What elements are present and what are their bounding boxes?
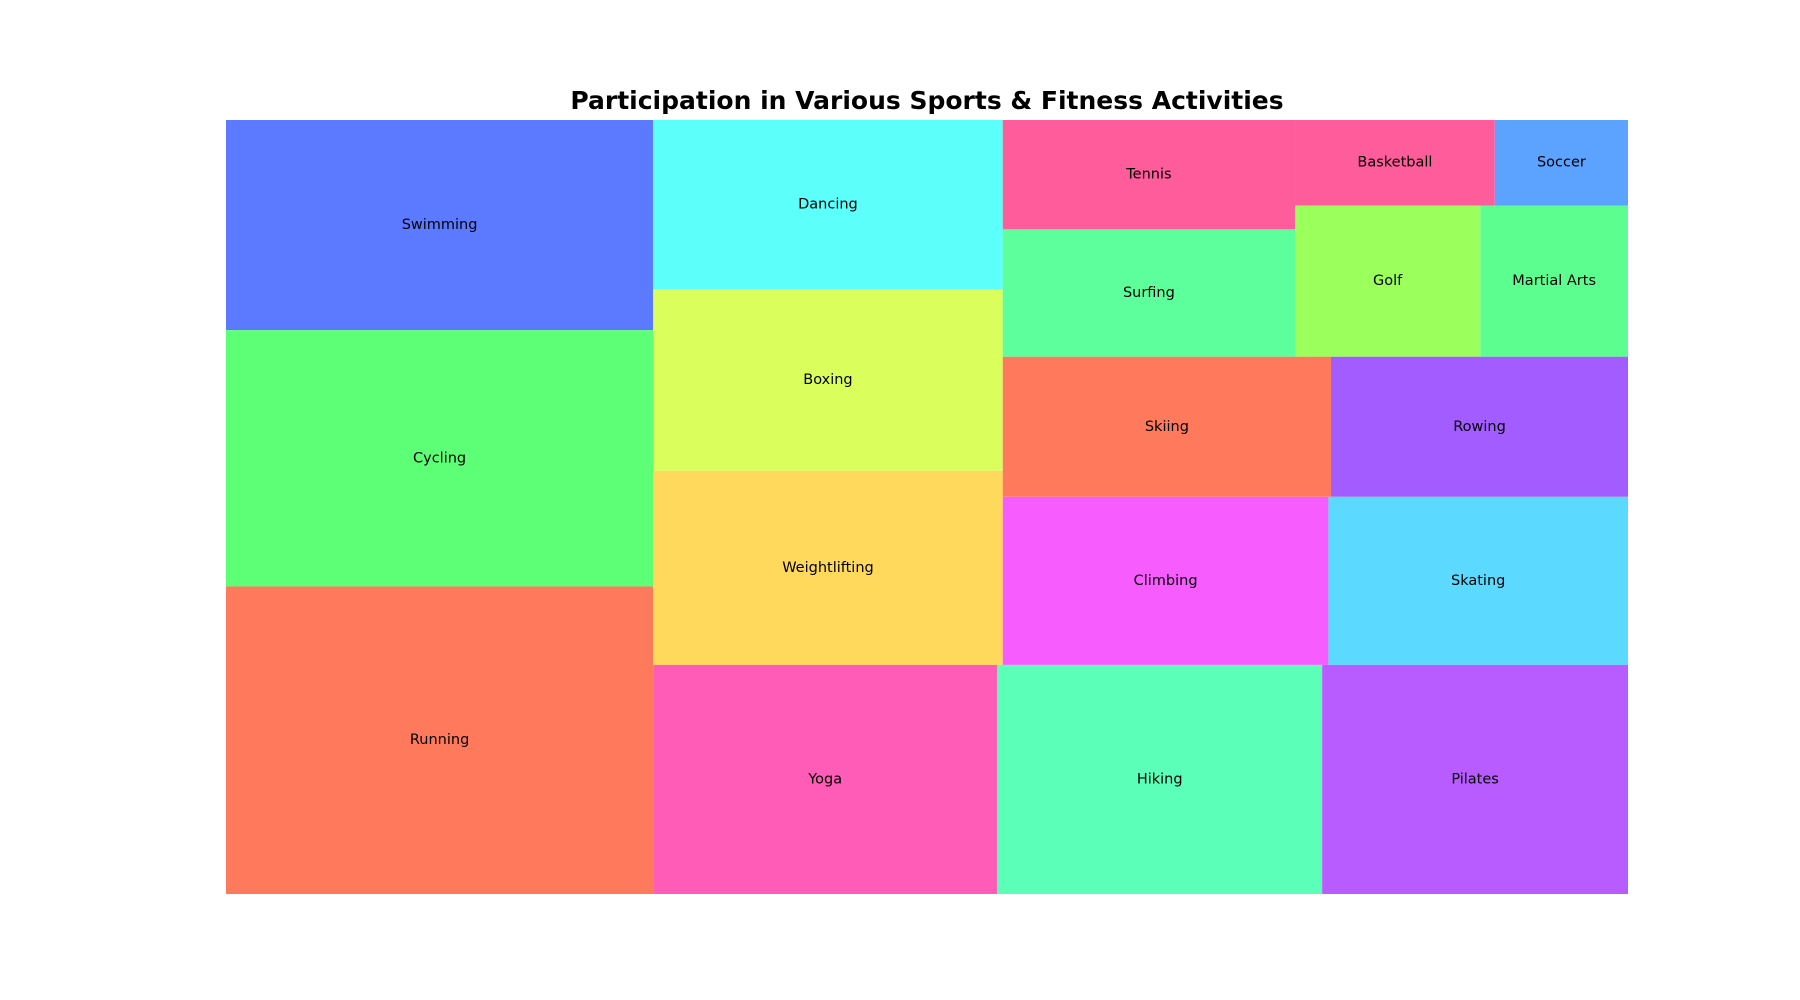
tile-label-weightlifting: Weightlifting [782, 560, 874, 576]
tile-soccer [1494, 120, 1628, 206]
tile-martial-arts [1480, 205, 1628, 357]
tile-label-hiking: Hiking [1137, 771, 1183, 787]
tile-surfing [1002, 229, 1296, 357]
tile-cycling [226, 330, 654, 587]
chart-title: Participation in Various Sports & Fitnes… [570, 86, 1284, 115]
tile-label-climbing: Climbing [1134, 573, 1198, 589]
tile-tennis [1002, 120, 1296, 230]
tile-label-running: Running [410, 732, 469, 748]
tile-label-yoga: Yoga [807, 771, 842, 787]
tile-label-skiing: Skiing [1145, 419, 1189, 435]
tile-label-cycling: Cycling [413, 450, 466, 466]
tile-running [226, 586, 654, 894]
tile-swimming [226, 120, 654, 331]
tile-skiing [1002, 356, 1332, 497]
tile-dancing [653, 120, 1003, 290]
tile-skating [1328, 496, 1628, 665]
tile-label-skating: Skating [1451, 573, 1505, 589]
tile-hiking [997, 664, 1323, 894]
tile-label-golf: Golf [1373, 273, 1403, 289]
tile-label-dancing: Dancing [798, 197, 858, 213]
tile-boxing [653, 289, 1003, 471]
tile-label-tennis: Tennis [1125, 167, 1171, 183]
tile-label-boxing: Boxing [803, 372, 852, 388]
tile-golf [1295, 205, 1481, 357]
tile-label-surfing: Surfing [1123, 285, 1175, 301]
tile-label-basketball: Basketball [1357, 155, 1432, 171]
tile-weightlifting [653, 470, 1003, 665]
tile-rowing [1331, 356, 1628, 497]
tile-label-martial-arts: Martial Arts [1512, 273, 1596, 289]
tile-yoga [653, 664, 998, 894]
tile-label-rowing: Rowing [1453, 419, 1506, 435]
tile-pilates [1322, 664, 1628, 894]
tile-basketball [1295, 120, 1495, 206]
tile-climbing [1002, 496, 1329, 665]
tile-label-swimming: Swimming [402, 217, 478, 233]
tile-label-pilates: Pilates [1451, 771, 1499, 787]
tile-label-soccer: Soccer [1537, 155, 1586, 171]
